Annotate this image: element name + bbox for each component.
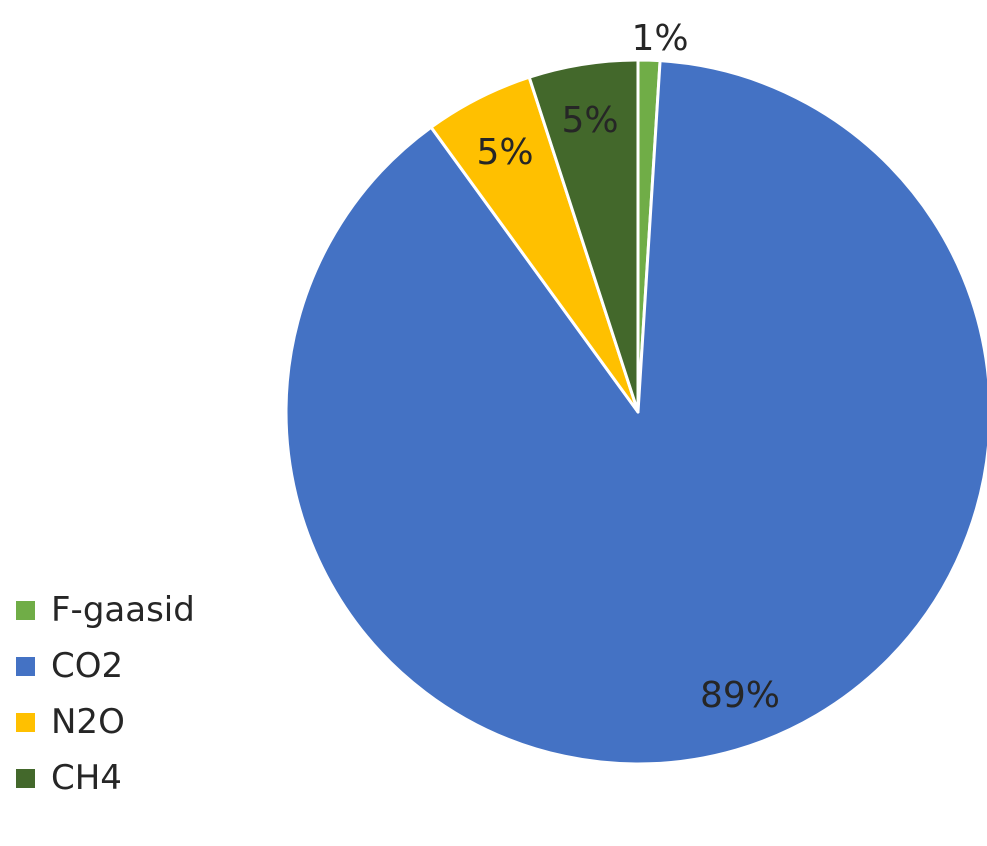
legend-swatch [16,712,35,732]
data-label-co2: 89% [700,675,780,716]
legend-swatch [16,656,35,676]
pie-slices [284,58,987,766]
legend-label: CH4 [51,758,122,798]
data-label-n2o: 5% [476,132,533,173]
legend-label: N2O [51,702,125,742]
legend-label: F-gaasid [51,590,195,630]
chart-legend: F-gaasid CO2 N2O CH4 [16,582,276,806]
pie-slice-ch4 [527,58,640,414]
legend-swatch [16,600,35,620]
legend-item-ch4: CH4 [16,750,276,806]
data-label-f-gaasid: 1% [631,18,688,59]
legend-swatch [16,768,35,788]
pie-data-labels: 1% 89% 5% 5% [476,18,780,716]
legend-item-n2o: N2O [16,694,276,750]
legend-label: CO2 [51,646,124,686]
legend-item-co2: CO2 [16,638,276,694]
data-label-ch4: 5% [561,100,618,141]
legend-item-f-gaasid: F-gaasid [16,582,276,638]
